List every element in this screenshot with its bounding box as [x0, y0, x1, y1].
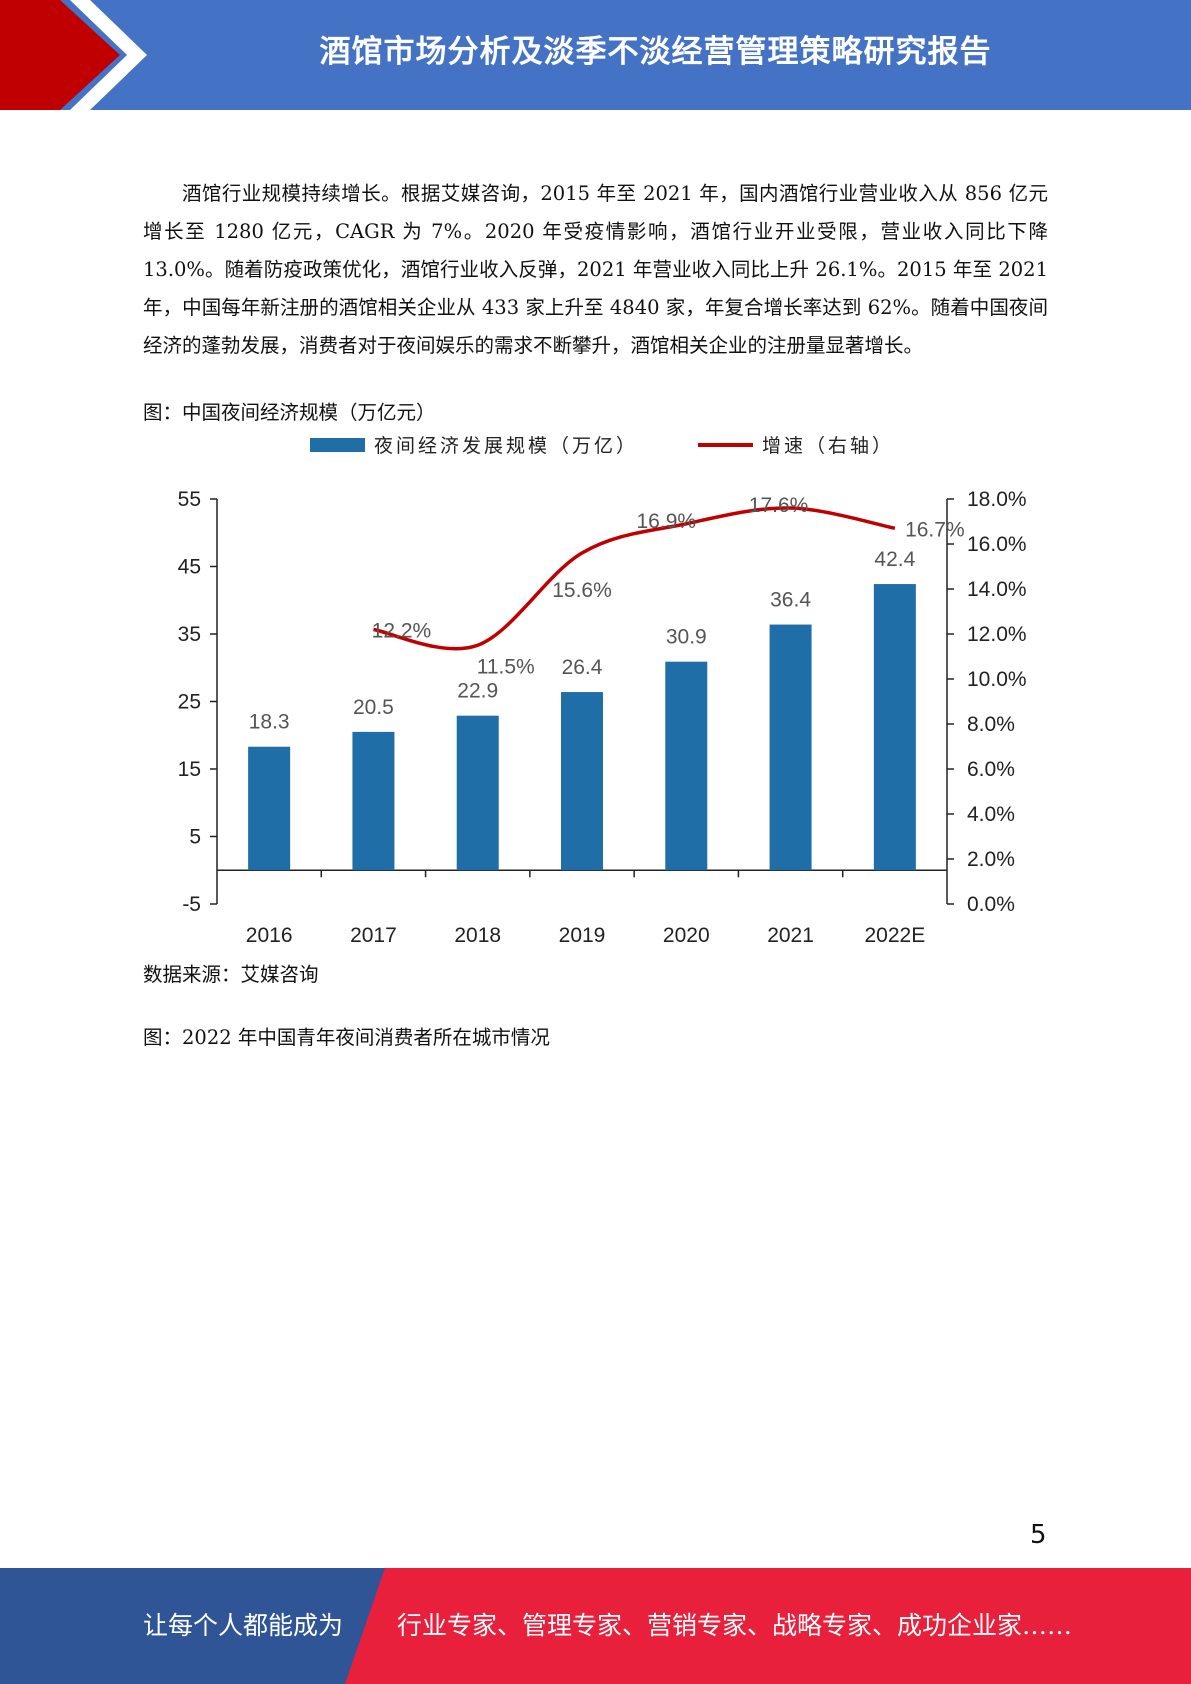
footer-slogan-right: 行业专家、管理专家、营销专家、战略专家、成功企业家…… [397, 1611, 1073, 1640]
category-label: 2021 [767, 924, 814, 947]
growth-rate-label: 12.2% [372, 620, 432, 643]
bar-value-label: 18.3 [249, 711, 290, 734]
left-tick-label: 45 [178, 556, 201, 579]
left-tick-label: -5 [182, 893, 201, 916]
category-label: 2020 [663, 924, 710, 947]
page-number: 5 [1030, 1520, 1047, 1550]
growth-rate-label: 17.6% [749, 494, 809, 517]
category-label: 2019 [559, 924, 606, 947]
header-arrow-decoration [0, 0, 147, 110]
left-tick-label: 15 [178, 758, 201, 781]
bar-value-label: 42.4 [874, 548, 915, 571]
data-source: 数据来源：艾媒咨询 [143, 963, 319, 986]
right-tick-label: 18.0% [967, 488, 1027, 511]
category-label: 2022E [864, 924, 925, 947]
right-tick-label: 8.0% [967, 713, 1015, 736]
bar-value-label: 22.9 [457, 680, 498, 703]
body-paragraph: 酒馆行业规模持续增长。根据艾媒咨询，2015 年至 2021 年，国内酒馆行业营… [143, 182, 1048, 357]
legend-bar-label: 夜间经济发展规模（万亿） [374, 435, 638, 457]
right-tick-label: 6.0% [967, 758, 1015, 781]
footer-slogan-left: 让每个人都能成为 [143, 1611, 344, 1640]
bar [665, 661, 708, 871]
left-tick-label: 5 [189, 826, 201, 849]
growth-rate-line [373, 506, 896, 651]
right-tick-label: 14.0% [967, 578, 1027, 601]
growth-rate-label: 16.9% [637, 510, 697, 533]
bar-value-label: 36.4 [770, 589, 811, 612]
category-label: 2017 [350, 924, 397, 947]
legend-bar-swatch [310, 438, 365, 452]
night-economy-chart: 夜间经济发展规模（万亿） 增速（右轴） 55453525155-518.0%16… [178, 435, 1027, 947]
bar [456, 715, 499, 871]
bar [873, 584, 916, 871]
figure1-caption: 图：中国夜间经济规模（万亿元） [143, 401, 436, 424]
growth-rate-label: 16.7% [905, 518, 965, 541]
legend-line-label: 增速（右轴） [762, 435, 894, 457]
left-tick-label: 35 [178, 623, 201, 646]
growth-rate-label: 11.5% [477, 655, 535, 678]
bar [769, 624, 812, 871]
bar-value-label: 20.5 [353, 696, 394, 719]
right-tick-label: 0.0% [967, 893, 1015, 916]
growth-rate-label: 15.6% [552, 579, 612, 602]
footer-band: 让每个人都能成为 行业专家、管理专家、营销专家、战略专家、成功企业家…… [0, 1568, 1191, 1684]
right-tick-label: 2.0% [967, 848, 1015, 871]
left-tick-label: 55 [178, 488, 201, 511]
header-band: 酒馆市场分析及淡季不淡经营管理策略研究报告 [0, 0, 1191, 110]
figure2-caption: 图：2022 年中国青年夜间消费者所在城市情况 [143, 1026, 550, 1049]
right-tick-label: 10.0% [967, 668, 1027, 691]
category-label: 2016 [246, 924, 293, 947]
document-title: 酒馆市场分析及淡季不淡经营管理策略研究报告 [319, 34, 992, 70]
footer-background [0, 1568, 1191, 1684]
right-tick-label: 12.0% [967, 623, 1027, 646]
bar [561, 692, 603, 871]
left-tick-label: 25 [178, 691, 201, 714]
bar-value-label: 30.9 [666, 626, 707, 649]
right-tick-label: 4.0% [967, 803, 1015, 826]
right-tick-label: 16.0% [967, 533, 1027, 556]
bar [248, 746, 291, 871]
bar-value-label: 26.4 [562, 656, 603, 679]
category-label: 2018 [454, 924, 501, 947]
bar [352, 731, 395, 871]
